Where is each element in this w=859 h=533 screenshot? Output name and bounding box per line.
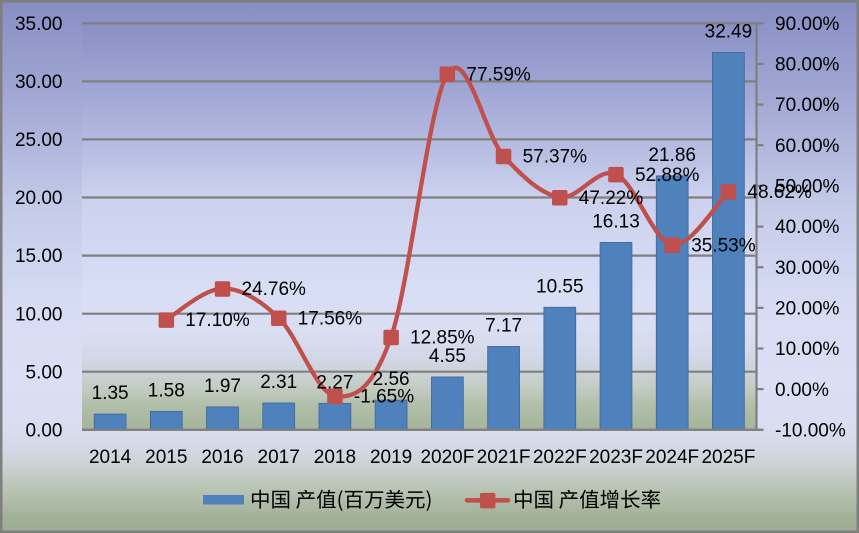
svg-text:57.37%: 57.37% [523,147,588,168]
svg-text:2.31: 2.31 [260,372,297,393]
svg-text:2016: 2016 [201,447,243,468]
svg-text:77.59%: 77.59% [466,64,531,85]
svg-text:10.00%: 10.00% [775,339,840,360]
svg-text:60.00%: 60.00% [775,136,840,157]
svg-text:80.00%: 80.00% [775,55,840,76]
svg-text:90.00%: 90.00% [775,14,840,35]
svg-text:2017: 2017 [258,447,300,468]
svg-text:30.00%: 30.00% [775,258,840,279]
svg-text:0.00: 0.00 [26,420,63,441]
svg-text:20.00%: 20.00% [775,299,840,320]
svg-text:2.27: 2.27 [316,372,353,393]
svg-text:32.49: 32.49 [705,22,753,43]
svg-text:52.88%: 52.88% [635,165,700,186]
svg-text:17.10%: 17.10% [185,310,250,331]
svg-text:2020F: 2020F [420,447,474,468]
svg-text:35.53%: 35.53% [691,235,756,256]
svg-text:70.00%: 70.00% [775,95,840,116]
svg-text:16.13: 16.13 [592,212,640,233]
svg-text:2.56: 2.56 [373,369,410,390]
svg-text:10.55: 10.55 [536,276,584,297]
svg-text:24.76%: 24.76% [242,279,307,300]
svg-text:47.22%: 47.22% [579,188,644,209]
svg-text:40.00%: 40.00% [775,217,840,238]
svg-text:48.62%: 48.62% [747,182,812,203]
svg-text:25.00: 25.00 [15,130,63,151]
svg-text:10.00: 10.00 [15,304,63,325]
svg-text:15.00: 15.00 [15,246,63,267]
svg-text:2014: 2014 [89,447,132,468]
svg-text:30.00: 30.00 [15,72,63,93]
svg-text:2019: 2019 [370,447,412,468]
svg-text:2023F: 2023F [589,447,643,468]
svg-text:17.56%: 17.56% [298,308,363,329]
svg-text:2024F: 2024F [645,447,699,468]
svg-text:1.58: 1.58 [148,380,185,401]
svg-text:4.55: 4.55 [429,346,466,367]
svg-text:-10.00%: -10.00% [775,420,846,441]
svg-text:35.00: 35.00 [15,14,63,35]
svg-text:21.86: 21.86 [648,145,696,166]
svg-text:2015: 2015 [145,447,187,468]
svg-text:2018: 2018 [314,447,356,468]
svg-text:12.85%: 12.85% [410,328,475,349]
svg-text:1.35: 1.35 [92,383,129,404]
svg-text:2025F: 2025F [701,447,755,468]
svg-text:50.00%: 50.00% [775,177,840,198]
svg-text:2022F: 2022F [533,447,587,468]
svg-text:5.00: 5.00 [26,362,63,383]
svg-text:7.17: 7.17 [485,316,522,337]
svg-text:20.00: 20.00 [15,188,63,209]
svg-text:2021F: 2021F [477,447,531,468]
svg-text:-1.65%: -1.65% [354,387,414,408]
svg-text:1.97: 1.97 [204,376,241,397]
svg-text:0.00%: 0.00% [775,380,829,401]
